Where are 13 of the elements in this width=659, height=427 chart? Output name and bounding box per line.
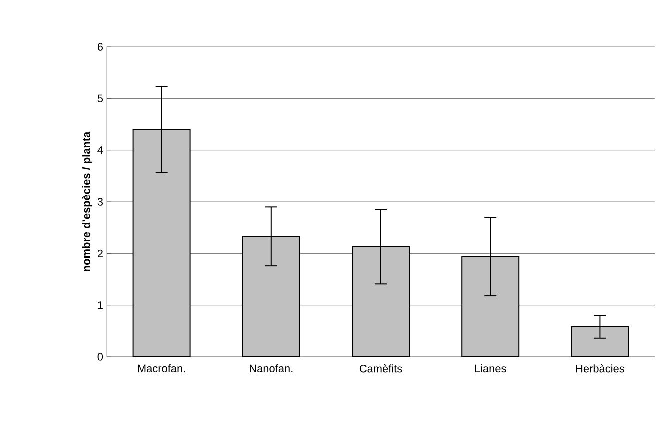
x-tick-label: Camèfits <box>360 364 402 373</box>
x-tick-label: Macrofan. <box>138 364 186 373</box>
y-tick-label: 5 <box>98 94 104 102</box>
y-tick-label: 4 <box>98 146 104 154</box>
x-tick-label: Nanofan. <box>250 364 293 373</box>
y-tick-label: 2 <box>98 250 103 258</box>
y-tick-label: 0 <box>98 353 104 361</box>
x-tick-label: Lianes <box>475 364 506 373</box>
y-tick-label: 3 <box>98 198 103 206</box>
x-tick-label: Herbàcies <box>576 364 624 373</box>
y-tick-label: 1 <box>98 302 103 310</box>
y-tick-label: 6 <box>98 43 103 51</box>
y-axis-title: nombre d'espècies / planta <box>82 132 93 272</box>
